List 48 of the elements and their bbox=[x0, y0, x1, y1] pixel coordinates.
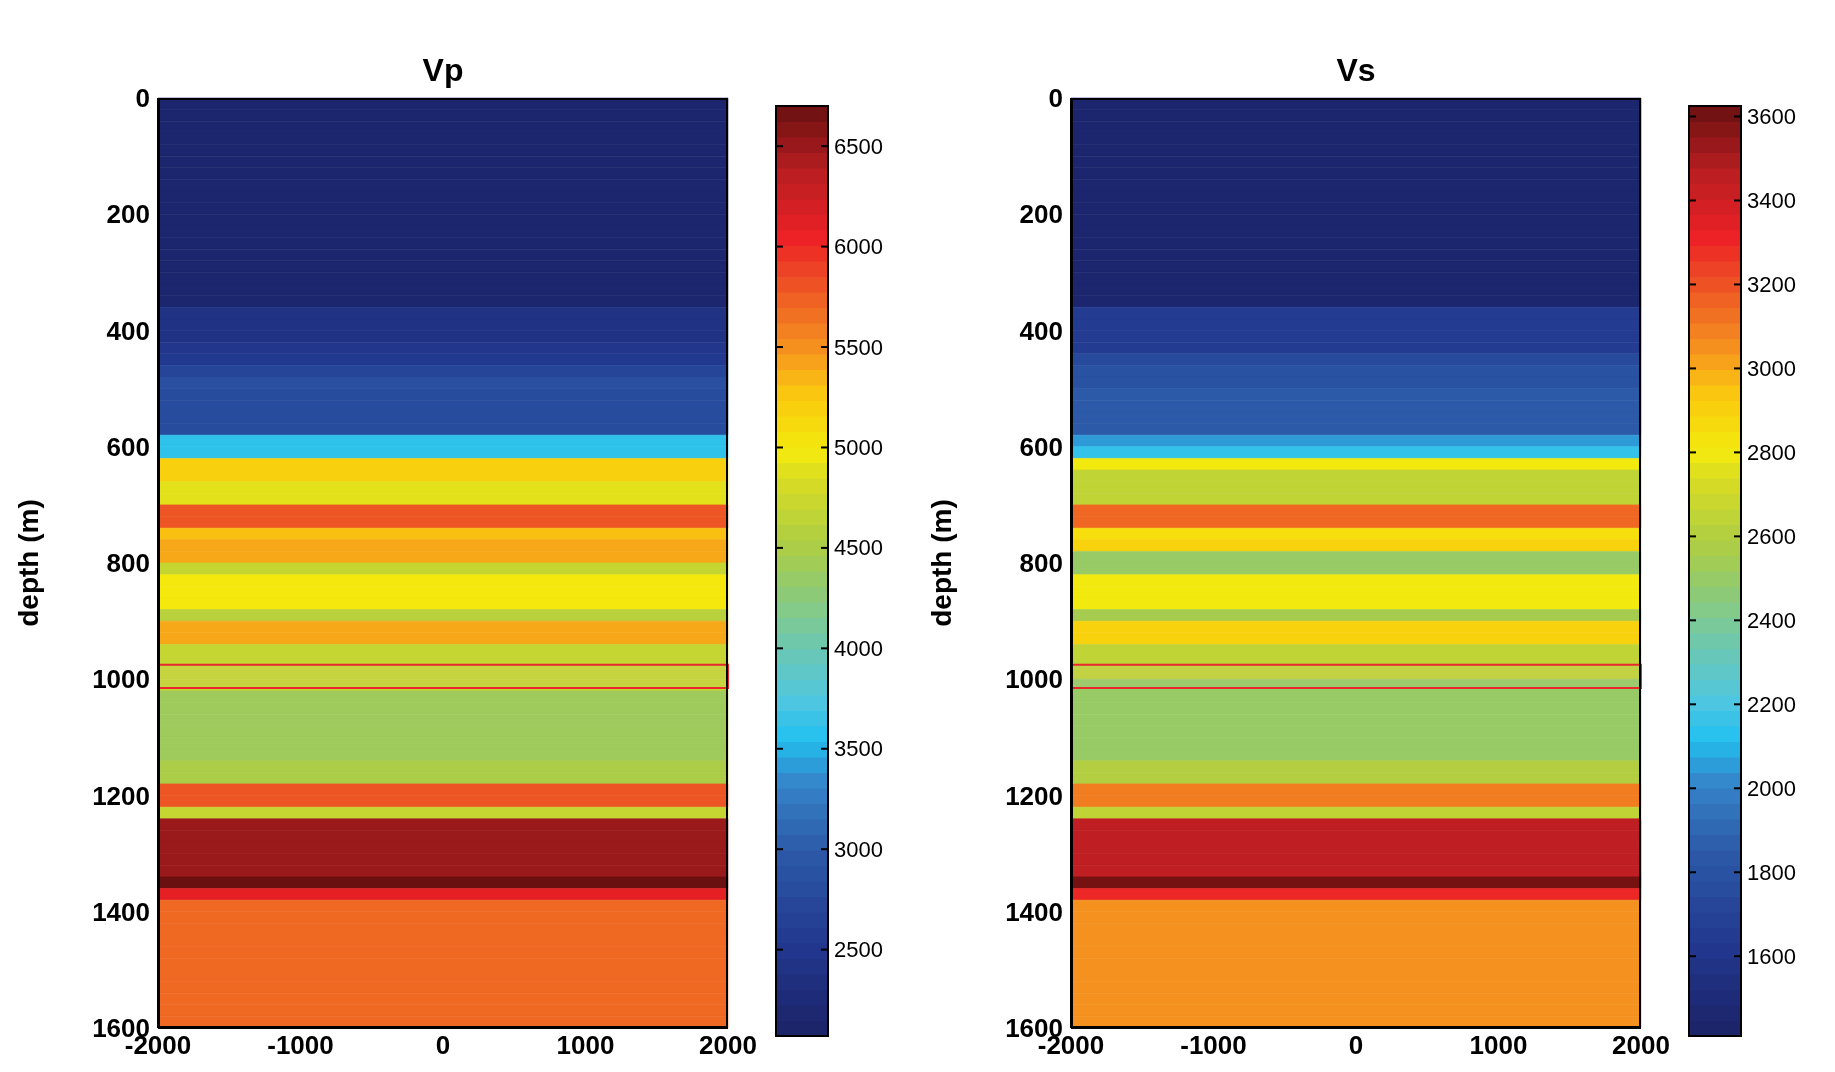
y-tick-label: 0 bbox=[135, 83, 150, 114]
color-bar-label: 3200 bbox=[1747, 271, 1796, 297]
color-bar-label: 1600 bbox=[1747, 943, 1796, 969]
color-bar-label: 2800 bbox=[1747, 439, 1796, 465]
color-bar-label: 4000 bbox=[834, 635, 883, 661]
y-tick-label: 1000 bbox=[1005, 664, 1063, 695]
color-bar-label: 6000 bbox=[834, 234, 883, 260]
y-tick-label: 400 bbox=[1019, 315, 1063, 346]
color-bar-label: 3500 bbox=[834, 736, 883, 762]
color-bar-label: 2400 bbox=[1747, 607, 1796, 633]
x-tick-label: 0 bbox=[1348, 1030, 1364, 1061]
y-tick-label: 400 bbox=[106, 315, 150, 346]
x-tick-label: 2000 bbox=[1612, 1030, 1670, 1061]
x-tick-label: 2000 bbox=[699, 1030, 757, 1061]
y-tick-label: 1200 bbox=[1005, 780, 1063, 811]
y-tick-label: 600 bbox=[1019, 431, 1063, 462]
y-axis-title: depth (m) bbox=[925, 499, 957, 627]
chart-title: Vp bbox=[421, 52, 465, 89]
color-bar-label: 2500 bbox=[834, 937, 883, 963]
color-bar-label: 5500 bbox=[834, 334, 883, 360]
y-axis-title: depth (m) bbox=[12, 499, 44, 627]
y-tick-label: 200 bbox=[1019, 199, 1063, 230]
color-bar-label: 3400 bbox=[1747, 187, 1796, 213]
color-bar-label: 3000 bbox=[834, 836, 883, 862]
color-bar-label: 3600 bbox=[1747, 104, 1796, 129]
color-bar-label: 2200 bbox=[1747, 691, 1796, 717]
y-tick-label: 1200 bbox=[92, 780, 150, 811]
y-tick-label: 800 bbox=[1019, 548, 1063, 579]
x-tick-label: -1000 bbox=[267, 1030, 334, 1061]
y-tick-label: 200 bbox=[106, 199, 150, 230]
color-bar-label: 1800 bbox=[1747, 859, 1796, 885]
y-tick-label: 0 bbox=[1048, 83, 1063, 114]
y-tick-label: 1400 bbox=[1005, 896, 1063, 927]
y-tick-label: 1400 bbox=[92, 896, 150, 927]
x-tick-label: 1000 bbox=[556, 1030, 615, 1061]
color-bar-label: 6500 bbox=[834, 133, 883, 159]
x-tick-label: -1000 bbox=[1180, 1030, 1247, 1061]
color-bar-label: 2000 bbox=[1747, 775, 1796, 801]
color-bar-label: 2600 bbox=[1747, 523, 1796, 549]
color-bar-label: 5000 bbox=[834, 434, 883, 460]
color-bar-label: 3000 bbox=[1747, 355, 1796, 381]
chart-title: Vs bbox=[1335, 52, 1377, 89]
y-tick-label: 600 bbox=[106, 431, 150, 462]
color-bar-label: 4500 bbox=[834, 535, 883, 561]
y-tick-label: 1000 bbox=[92, 664, 150, 695]
y-tick-label: 800 bbox=[106, 548, 150, 579]
x-tick-label: 0 bbox=[435, 1030, 451, 1061]
x-tick-label: 1000 bbox=[1469, 1030, 1528, 1061]
